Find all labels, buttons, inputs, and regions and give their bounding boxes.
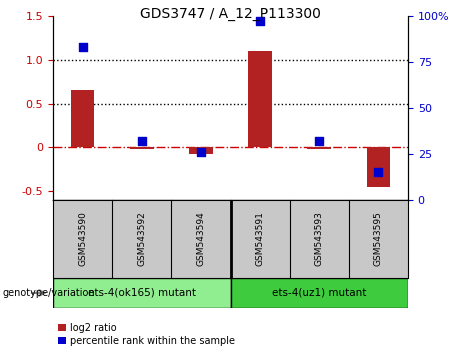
Text: ets-4(uz1) mutant: ets-4(uz1) mutant	[272, 288, 366, 298]
Point	[138, 138, 145, 144]
Legend: log2 ratio, percentile rank within the sample: log2 ratio, percentile rank within the s…	[58, 323, 235, 346]
Bar	[71, 90, 95, 147]
Bar	[130, 147, 154, 149]
Text: GSM543592: GSM543592	[137, 212, 146, 266]
Text: GSM543593: GSM543593	[315, 211, 324, 267]
Point	[315, 138, 323, 144]
Text: GSM543595: GSM543595	[374, 211, 383, 267]
Bar	[53, 278, 230, 308]
Point	[79, 44, 86, 50]
Text: genotype/variation: genotype/variation	[2, 288, 95, 298]
Text: GDS3747 / A_12_P113300: GDS3747 / A_12_P113300	[140, 7, 321, 21]
Bar	[230, 278, 408, 308]
Text: GSM543590: GSM543590	[78, 211, 87, 267]
Bar	[307, 147, 331, 149]
Text: GSM543594: GSM543594	[196, 212, 206, 266]
Point	[197, 149, 205, 155]
Point	[375, 170, 382, 175]
Text: ets-4(ok165) mutant: ets-4(ok165) mutant	[88, 288, 196, 298]
Bar	[189, 147, 213, 154]
Bar	[366, 147, 390, 187]
Bar	[248, 51, 272, 147]
Point	[256, 19, 264, 24]
Text: GSM543591: GSM543591	[255, 211, 265, 267]
